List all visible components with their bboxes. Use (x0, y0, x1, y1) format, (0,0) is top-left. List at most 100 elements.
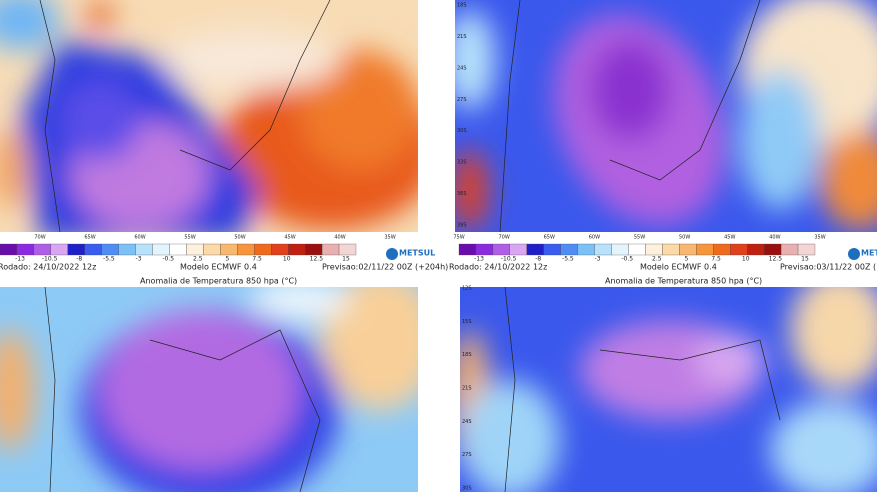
logo: METSUL (399, 249, 435, 258)
colorbar-swatch (220, 243, 238, 256)
lat-label: 27S (457, 97, 467, 103)
model: Modelo ECMWF 0.4 (180, 263, 257, 272)
colorbar-swatch (135, 243, 153, 256)
colorbar-swatch (611, 243, 629, 256)
colorbar-label: 5 (685, 256, 689, 263)
colorbar-swatch (101, 243, 119, 256)
colorbar-label: 5 (226, 256, 230, 263)
logo: METSUL (861, 249, 877, 258)
colorbar-swatch (543, 243, 561, 256)
lon-label: 60W (134, 235, 145, 241)
lat-label: 15S (462, 319, 472, 325)
colorbar-swatch (203, 243, 221, 256)
lat-label: 24S (457, 65, 467, 71)
colorbar-swatch (67, 243, 85, 256)
colorbar-label: -8 (76, 256, 82, 263)
colorbar-swatch (271, 243, 289, 256)
logo-icon (848, 248, 860, 260)
lat-label: 12S (462, 286, 472, 292)
lon-label: 50W (234, 235, 245, 241)
colorbar-swatch (645, 243, 663, 256)
lat-label: 39S (457, 223, 467, 229)
forecast-time: Previsao:03/11/22 00Z (+204h) (780, 263, 877, 272)
colorbar-label: -10.5 (42, 256, 58, 263)
map-panel (455, 0, 877, 232)
colorbar-swatch (679, 243, 697, 256)
colorbar-label: -3 (595, 256, 601, 263)
colorbar-swatch (118, 243, 136, 256)
colorbar-label: -10.5 (501, 256, 517, 263)
colorbar-label: 15 (801, 256, 809, 263)
colorbar-swatch (696, 243, 714, 256)
map-panel (0, 287, 418, 492)
map-panel (460, 287, 877, 492)
lon-label: 40W (334, 235, 345, 241)
colorbar-swatch (713, 243, 731, 256)
colorbar-swatch (730, 243, 748, 256)
lon-label: 55W (184, 235, 195, 241)
colorbar-swatch (152, 243, 170, 256)
colorbar-swatch (338, 243, 357, 256)
colorbar-label: -5.5 (562, 256, 574, 263)
colorbar-swatch (33, 243, 52, 256)
colorbar-label: -8 (535, 256, 541, 263)
colorbar-swatch (237, 243, 255, 256)
colorbar-swatch (254, 243, 272, 256)
lon-label: 75W (453, 235, 464, 241)
colorbar-swatch (186, 243, 204, 256)
lat-label: 30S (462, 486, 472, 492)
map-panel (0, 0, 418, 232)
lon-band (0, 233, 395, 241)
panel-title: Anomalia de Temperatura 850 hpa (°C) (605, 277, 762, 286)
lon-band (454, 233, 825, 241)
colorbar-swatch (458, 243, 477, 256)
colorbar-label: 10 (283, 256, 291, 263)
colorbar-swatch (475, 243, 494, 256)
colorbar-label: 7.5 (252, 256, 262, 263)
colorbar-swatch (50, 243, 68, 256)
colorbar-label: -13 (474, 256, 484, 263)
colorbar-swatch (288, 243, 306, 256)
lon-label: 70W (34, 235, 45, 241)
lat-label: 24S (462, 419, 472, 425)
forecast-time: Previsao:02/11/22 00Z (+204h) (322, 263, 448, 272)
colorbar-label: 2.5 (652, 256, 662, 263)
colorbar-swatch (304, 243, 323, 256)
lat-label: 18S (457, 3, 467, 9)
lon-label: 45W (284, 235, 295, 241)
lon-label: 55W (634, 235, 645, 241)
lat-label: 36S (457, 191, 467, 197)
colorbar-label: 7.5 (711, 256, 721, 263)
lat-label: 21S (457, 34, 467, 40)
colorbar-label: -3 (136, 256, 142, 263)
lon-label: 60W (589, 235, 600, 241)
run-time: Rodado: 24/10/2022 12z (0, 263, 96, 272)
colorbar-swatch (321, 243, 340, 256)
lon-label: 70W (498, 235, 509, 241)
colorbar-swatch (628, 243, 646, 256)
lat-label: 30S (457, 128, 467, 134)
colorbar-swatch (492, 243, 511, 256)
colorbar-label: 12.5 (769, 256, 783, 263)
model: Modelo ECMWF 0.4 (640, 263, 717, 272)
lon-label: 50W (679, 235, 690, 241)
colorbar-label: -5.5 (103, 256, 115, 263)
colorbar-swatch (526, 243, 544, 256)
colorbar-label: 12.5 (310, 256, 324, 263)
colorbar-swatch (797, 243, 816, 256)
colorbar-swatch (16, 243, 35, 256)
lat-label: 18S (462, 352, 472, 358)
lat-label: 33S (457, 160, 467, 166)
colorbar-swatch (763, 243, 782, 256)
colorbar-label: 2.5 (193, 256, 203, 263)
colorbar-swatch (577, 243, 595, 256)
lon-label: 65W (544, 235, 555, 241)
colorbar-label: -0.5 (621, 256, 633, 263)
colorbar-label: 15 (342, 256, 350, 263)
colorbar-swatch (662, 243, 680, 256)
lon-label: 35W (814, 235, 825, 241)
lat-label: 21S (462, 386, 472, 392)
colorbar-swatch (0, 243, 18, 256)
lon-label: 45W (724, 235, 735, 241)
